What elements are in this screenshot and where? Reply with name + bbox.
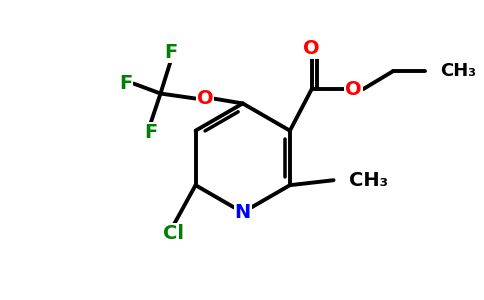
Text: Cl: Cl (163, 224, 184, 243)
Text: F: F (164, 44, 177, 62)
Text: CH₃: CH₃ (349, 171, 388, 190)
Text: F: F (119, 74, 133, 93)
Text: O: O (197, 89, 213, 108)
Text: N: N (235, 203, 251, 222)
Text: F: F (144, 123, 157, 142)
Text: O: O (345, 80, 362, 99)
Text: O: O (303, 39, 320, 58)
Text: CH₃: CH₃ (440, 62, 477, 80)
